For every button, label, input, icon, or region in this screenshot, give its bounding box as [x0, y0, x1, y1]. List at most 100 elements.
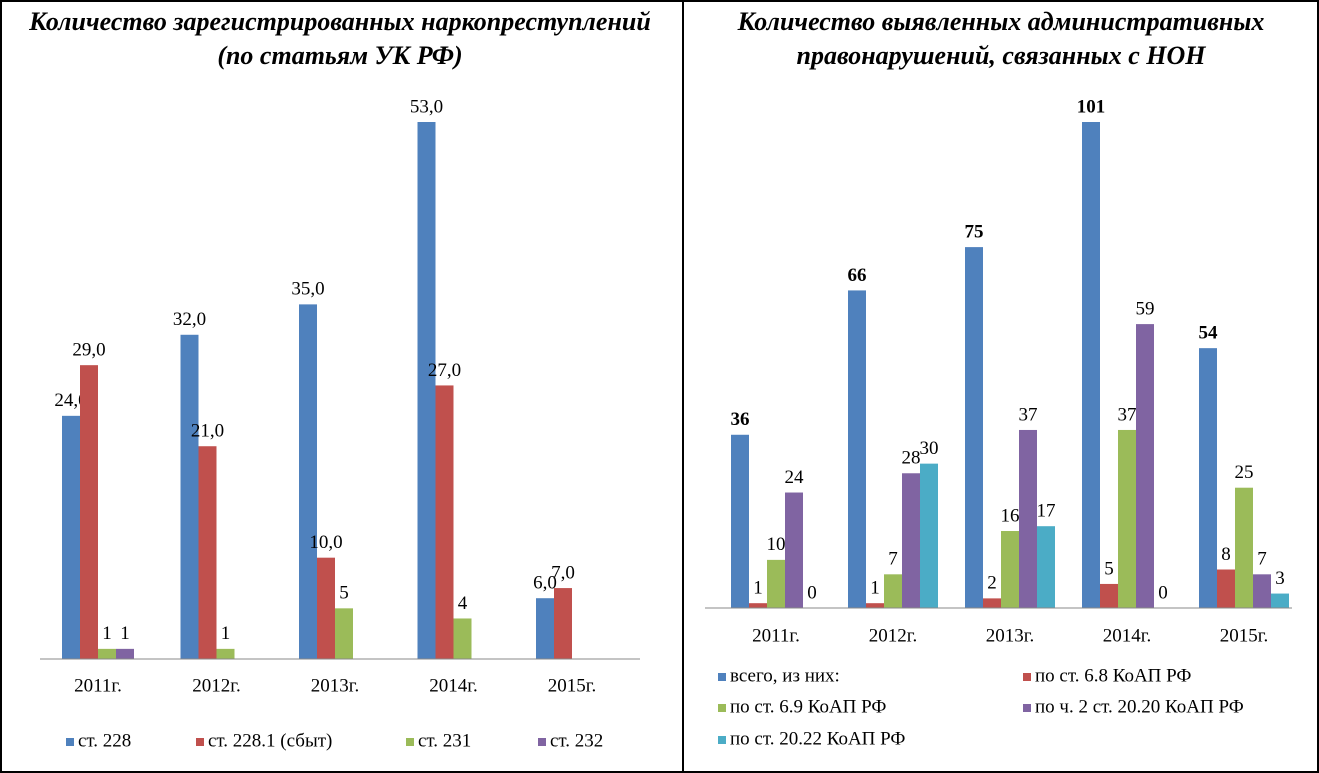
data-label: 37 [1118, 404, 1137, 425]
data-label: 16 [1001, 505, 1020, 526]
data-label: 59 [1136, 298, 1155, 319]
bar [335, 608, 353, 659]
data-label: 7 [1257, 549, 1267, 570]
legend-label: ст. 228.1 (сбыт) [208, 730, 332, 751]
legend-label: ст. 231 [418, 730, 471, 751]
chart-title: Количество зарегистрированных наркопрест… [28, 7, 651, 70]
bar [884, 574, 902, 608]
data-label: 6,0 [533, 573, 557, 594]
data-label: 1 [102, 623, 112, 644]
bar [299, 304, 317, 659]
data-label: 75 [965, 221, 984, 242]
bar [1037, 526, 1055, 608]
data-label: 27,0 [428, 360, 461, 381]
data-label: 101 [1077, 96, 1106, 117]
bar [1235, 487, 1253, 608]
x-tick-label: 2013г. [311, 675, 359, 696]
bar [198, 446, 217, 659]
legend-swatch [66, 738, 74, 746]
data-label: 66 [848, 265, 867, 286]
x-tick-label: 2011г. [752, 625, 800, 646]
bar [1019, 429, 1037, 608]
data-label: 3 [1275, 568, 1285, 589]
legend-label: по ст. 6.9 КоАП РФ [730, 696, 886, 717]
data-label: 0 [807, 582, 817, 603]
bar [866, 603, 884, 608]
data-label: 5 [1104, 558, 1114, 579]
bar [98, 648, 116, 659]
legend-label: всего, из них: [730, 665, 840, 686]
bar [1136, 324, 1154, 608]
legend-swatch [1023, 704, 1031, 712]
data-label: 5 [339, 583, 349, 604]
bar [1217, 569, 1235, 608]
data-label: 2 [987, 573, 997, 594]
bar [317, 557, 335, 659]
bar [785, 492, 803, 608]
x-tick-label: 2013г. [986, 625, 1034, 646]
data-label: 0 [1158, 582, 1168, 603]
bar [1082, 122, 1100, 608]
bar [920, 463, 938, 608]
bar [1271, 593, 1289, 608]
bar [180, 334, 199, 659]
bar [1199, 348, 1217, 608]
data-label: 21,0 [191, 421, 224, 442]
legend-swatch [718, 704, 726, 712]
legend-swatch [406, 738, 414, 746]
legend-swatch [1023, 673, 1031, 681]
bar [554, 588, 572, 659]
bar [1253, 574, 1271, 608]
data-label: 28 [902, 448, 921, 469]
legend-swatch [538, 738, 546, 746]
data-label: 1 [221, 623, 231, 644]
legend-label: по ч. 2 ст. 20.20 КоАП РФ [1035, 696, 1244, 717]
data-label: 7 [888, 549, 898, 570]
bar [216, 648, 235, 659]
data-label: 24,0 [54, 390, 87, 411]
data-label: 29,0 [72, 340, 105, 361]
data-label: 1 [870, 578, 880, 599]
data-label: 54 [1199, 323, 1219, 344]
legend-swatch [718, 736, 726, 744]
data-label: 8 [1221, 544, 1231, 565]
bar [417, 122, 436, 659]
legend-label: по ст. 6.8 КоАП РФ [1035, 665, 1191, 686]
bar [731, 434, 749, 608]
data-label: 1 [753, 578, 763, 599]
data-label: 35,0 [291, 279, 324, 300]
bar [965, 247, 983, 608]
x-tick-label: 2014г. [429, 675, 477, 696]
x-tick-label: 2012г. [869, 625, 917, 646]
data-label: 24 [785, 467, 805, 488]
bar [1118, 429, 1136, 608]
data-label: 1 [120, 623, 130, 644]
data-label: 17 [1037, 501, 1056, 522]
bar [767, 559, 785, 608]
data-label: 10 [767, 534, 786, 555]
data-label: 10,0 [309, 532, 342, 553]
x-tick-label: 2011г. [74, 675, 122, 696]
x-tick-label: 2012г. [192, 675, 240, 696]
bar [62, 415, 80, 659]
bar [1001, 531, 1019, 608]
data-label: 36 [731, 409, 750, 430]
legend-label: по ст. 20.22 КоАП РФ [730, 728, 905, 749]
bar [983, 598, 1001, 608]
bar [453, 618, 472, 659]
data-label: 32,0 [173, 309, 206, 330]
bar [80, 365, 98, 659]
x-tick-label: 2015г. [548, 675, 596, 696]
data-label: 30 [920, 438, 939, 459]
bar [902, 473, 920, 608]
bar [435, 385, 454, 659]
chart-title: Количество выявленных административных пр… [737, 7, 1265, 70]
bar [848, 290, 866, 608]
bar [536, 598, 554, 659]
legend-label: ст. 232 [550, 730, 603, 751]
bar [1100, 583, 1118, 608]
legend-swatch [718, 673, 726, 681]
data-label: 25 [1235, 462, 1254, 483]
